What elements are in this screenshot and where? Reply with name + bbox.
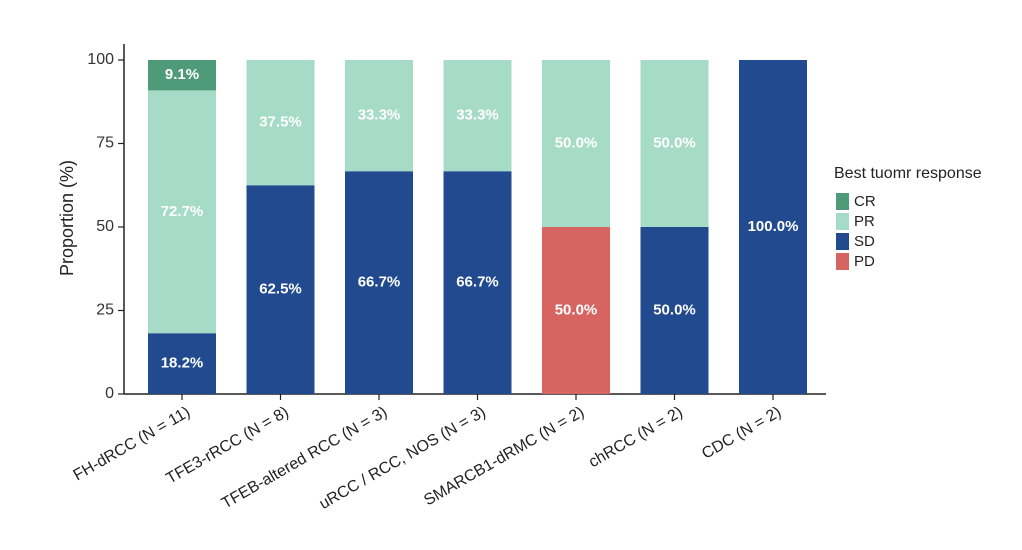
x-tick-label: chRCC (N = 2) — [586, 404, 686, 471]
legend-label-pd: PD — [854, 253, 875, 270]
bar-segment-pr — [246, 60, 315, 186]
legend-swatch-sd — [836, 233, 849, 250]
bar-segment-pd — [542, 227, 610, 394]
data-label: 18.2% — [161, 355, 204, 372]
x-tick-label: uRCC / RCC, NOS (N = 3) — [317, 404, 489, 513]
legend-swatch-pd — [836, 253, 849, 270]
y-tick-label: 0 — [105, 385, 114, 402]
legend: Best tuomr response CR PR SD PD — [834, 165, 982, 270]
bar-segment-sd — [739, 60, 807, 394]
y-tick-label: 25 — [96, 302, 114, 319]
bar-segment-pr — [542, 60, 610, 227]
data-label: 33.3% — [358, 107, 401, 124]
bars: 18.2% 72.7% 9.1% 62.5% 37.5% 66.7% 33.3% 66.7% 3… — [148, 60, 807, 394]
y-tick-label: 50 — [96, 218, 114, 235]
bar-segment-sd — [148, 333, 216, 394]
data-label: 66.7% — [358, 274, 401, 291]
data-label: 50.0% — [653, 134, 696, 151]
y-axis-label: Proportion (%) — [57, 160, 77, 276]
legend-title: Best tuomr response — [834, 165, 982, 182]
legend-label-sd: SD — [854, 233, 875, 250]
axes: 0 25 50 75 100 — [87, 44, 826, 402]
x-tick-label: CDC (N = 2) — [699, 404, 784, 463]
data-label: 9.1% — [165, 66, 199, 83]
data-label: 50.0% — [555, 134, 598, 151]
bar-segment-pr — [640, 60, 709, 227]
y-tick-label: 75 — [96, 135, 114, 152]
legend-label-cr: CR — [854, 193, 876, 210]
x-tick-label: TFEB-altered RCC (N = 3) — [219, 404, 390, 513]
x-tick-label: SMARCB1-dRMC (N = 2) — [421, 404, 587, 510]
bar-segment-sd — [345, 171, 413, 394]
bar-segment-pr — [443, 60, 512, 172]
data-label: 50.0% — [555, 301, 598, 318]
legend-label-pr: PR — [854, 213, 875, 230]
data-label: 62.5% — [259, 281, 302, 298]
data-label: 50.0% — [653, 301, 696, 318]
data-label: 72.7% — [161, 203, 204, 220]
legend-swatch-pr — [836, 213, 849, 230]
data-label: 100.0% — [748, 218, 799, 235]
bar-segment-pr — [148, 90, 216, 334]
bar-segment-cr — [148, 60, 216, 91]
x-tick-labels: FH-dRCC (N = 11)TFE3-rRCC (N = 8)TFEB-al… — [71, 404, 785, 513]
data-label: 33.3% — [456, 107, 499, 124]
bar-segment-sd — [443, 171, 512, 394]
bar-segment-sd — [246, 185, 315, 394]
y-tick-label: 100 — [87, 51, 114, 68]
legend-swatch-cr — [836, 193, 849, 210]
bar-segment-sd — [640, 227, 709, 394]
bar-segment-pr — [345, 60, 413, 172]
data-label: 66.7% — [456, 274, 499, 291]
data-label: 37.5% — [259, 114, 302, 131]
